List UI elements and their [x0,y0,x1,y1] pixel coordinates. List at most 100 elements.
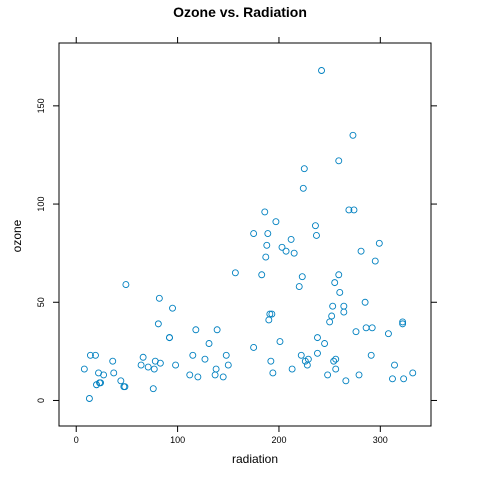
data-point [201,355,209,363]
data-point [86,351,94,359]
x-tick-label: 0 [74,435,79,445]
data-point [331,279,339,287]
data-point [250,343,258,351]
data-point [263,241,271,249]
data-point [110,369,118,377]
data-point [231,269,239,277]
data-point [121,383,129,391]
data-point [375,239,383,247]
y-tick-label: 0 [36,398,46,403]
data-point [117,377,125,385]
data-point [100,371,108,379]
data-point [267,357,275,365]
data-point [154,320,162,328]
data-point [389,375,396,383]
data-point [352,328,360,336]
data-point [313,232,320,239]
x-tick-label: 300 [373,435,388,445]
data-point [192,326,200,334]
data-point [361,298,369,306]
data-point [137,361,145,369]
data-point [213,326,221,334]
data-point [172,361,180,369]
data-point [109,357,117,365]
data-point [261,208,269,216]
data-point [330,357,338,365]
y-axis-label: ozone [10,219,24,252]
data-point [92,351,99,359]
data-point [409,369,417,377]
data-point [297,351,305,359]
data-point [312,222,319,230]
data-point [332,365,340,373]
data-point [258,271,266,279]
data-point [139,353,147,361]
data-point [340,302,348,310]
data-point [399,320,407,328]
data-point [299,184,307,192]
data-point [189,351,197,359]
data-point [149,385,157,393]
data-point [399,318,407,326]
data-point [304,355,312,363]
data-point [85,395,93,402]
axis-tick-labels: 0 100 200 300 0 50 100 150 [36,98,388,445]
x-tick-label: 100 [170,435,185,445]
chart-title: Ozone vs. Radiation [173,4,307,20]
data-point [222,351,230,359]
data-point [321,340,329,347]
data-point [269,369,277,377]
data-point [224,361,232,369]
data-point [97,379,105,387]
data-point [314,349,321,357]
data-point [144,363,152,371]
x-tick-label: 200 [271,435,286,445]
y-tick-label: 100 [36,197,46,212]
data-point [287,235,295,243]
data-point [314,334,321,342]
data-point [298,273,306,281]
data-point [278,243,286,251]
data-point [391,361,398,369]
data-point [328,312,336,320]
data-point [186,371,194,379]
data-point [367,351,375,359]
data-point [371,257,379,265]
data-point [336,288,344,296]
data-point [357,247,365,255]
data-point [324,371,332,379]
data-point [295,283,303,290]
data-point [80,365,88,373]
data-point [272,218,280,226]
data-point [350,206,358,214]
data-point [300,165,308,173]
data-point [219,373,227,381]
data-point [335,157,343,165]
data-point [326,318,334,326]
data-point [368,324,376,332]
data-point [342,377,350,385]
axis-ticks [53,37,437,432]
data-point [362,324,370,332]
data-point [355,371,363,379]
data-point [282,247,290,255]
y-tick-label: 50 [36,297,46,307]
data-point [332,355,340,363]
x-axis-label: radiation [232,452,278,466]
data-point [265,316,273,324]
data-point [262,253,270,261]
data-point [156,359,164,367]
data-point [194,373,202,381]
data-point [155,294,163,302]
data-point [264,230,272,237]
data-point [205,340,213,347]
data-point [266,310,274,318]
data-point [268,310,276,318]
data-point [150,365,158,373]
data-point [122,281,130,289]
data-point [169,304,176,312]
data-point [276,338,284,345]
data-point [384,330,392,338]
data-point [400,375,408,383]
